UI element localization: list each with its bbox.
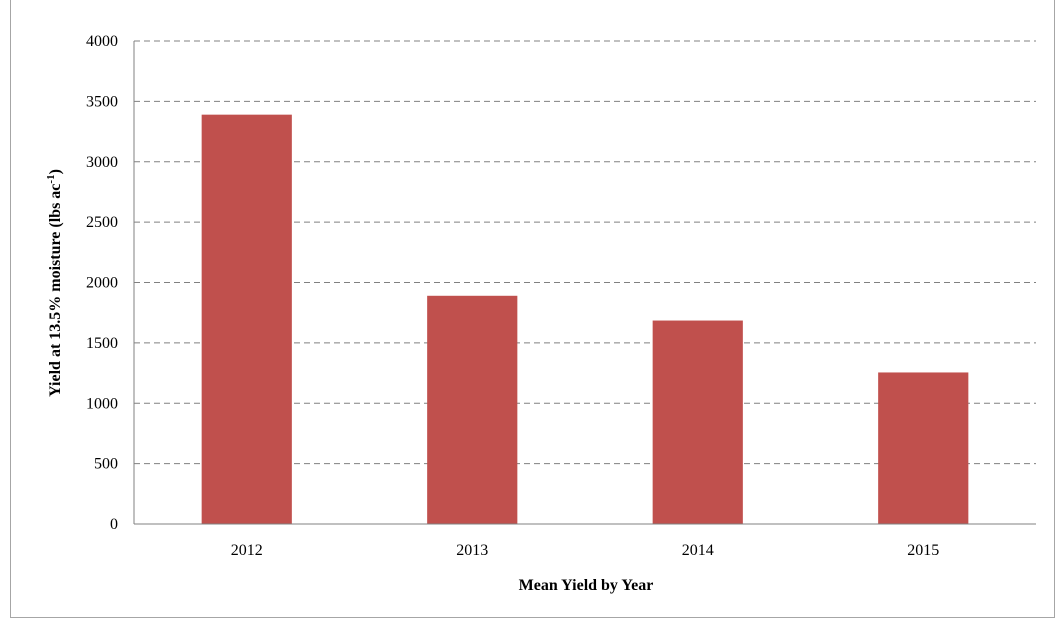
y-axis-title-superscript: -1 (45, 174, 57, 183)
x-tick-label: 2014 (682, 542, 714, 559)
bar-2015 (878, 372, 969, 524)
bar-2012 (201, 114, 292, 524)
y-tick-labels: 0 500 1000 1500 2000 2500 3000 3500 4000 (86, 33, 118, 533)
bar-2014 (652, 320, 743, 524)
x-tick-label: 2015 (907, 542, 939, 559)
y-tick-label: 4000 (86, 33, 118, 50)
y-tick-label: 2000 (86, 275, 118, 292)
x-tick-label: 2013 (456, 542, 488, 559)
y-tick-label: 1500 (86, 335, 118, 352)
y-tick-label: 1000 (86, 395, 118, 412)
y-tick-label: 0 (110, 516, 118, 533)
y-axis-title: Yield at 13.5% moisture (lbs ac-1) (45, 169, 64, 397)
y-axis-title-main: Yield at 13.5% moisture (lbs ac (47, 184, 64, 397)
x-tick-label: 2012 (231, 542, 263, 559)
y-axis-title-suffix: ) (47, 169, 64, 174)
bar-2013 (427, 295, 518, 524)
y-tick-label: 3500 (86, 93, 118, 110)
bars (201, 114, 969, 524)
x-axis-title: Mean Yield by Year (519, 577, 654, 594)
y-tick-label: 3000 (86, 154, 118, 171)
x-tick-labels: 2012 2013 2014 2015 (231, 542, 940, 559)
y-tick-label: 500 (94, 456, 118, 473)
y-tick-label: 2500 (86, 214, 118, 231)
